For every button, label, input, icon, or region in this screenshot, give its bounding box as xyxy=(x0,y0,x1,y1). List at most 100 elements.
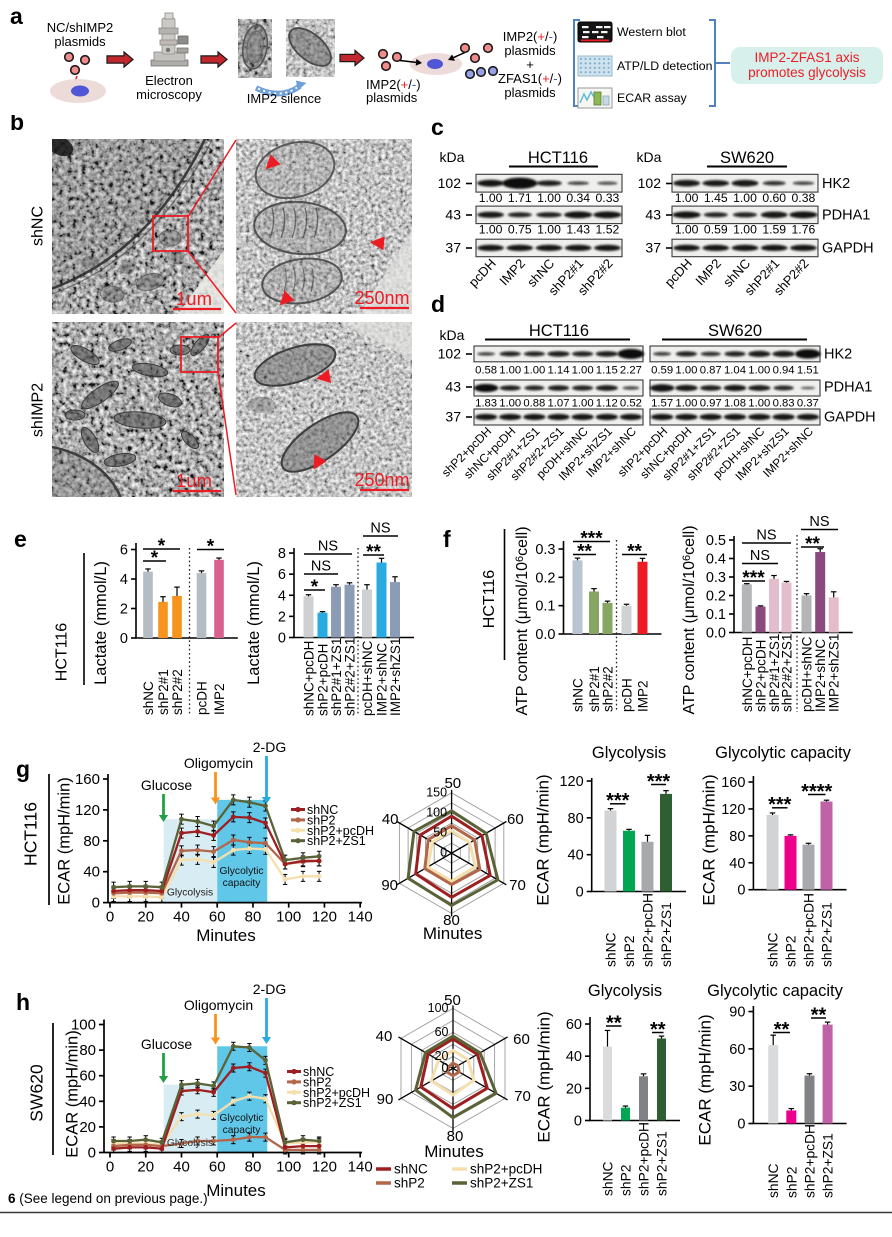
svg-text:0.1: 0.1 xyxy=(706,607,726,623)
svg-text:0.94: 0.94 xyxy=(773,365,795,377)
svg-text:Glycolysis: Glycolysis xyxy=(167,888,213,899)
svg-text:140: 140 xyxy=(348,909,373,926)
svg-text:shP2+ZS1: shP2+ZS1 xyxy=(821,1133,836,1198)
svg-text:100: 100 xyxy=(428,1001,449,1015)
svg-text:shP2: shP2 xyxy=(303,1075,332,1089)
svg-text:1.00: 1.00 xyxy=(748,365,770,377)
svg-text:PDHA1: PDHA1 xyxy=(822,208,870,224)
svg-text:g: g xyxy=(16,756,30,782)
svg-text:shNC: shNC xyxy=(571,678,586,712)
svg-text:shP2+pcDH: shP2+pcDH xyxy=(637,1122,652,1196)
svg-text:100: 100 xyxy=(426,805,447,819)
svg-text:d: d xyxy=(431,291,445,317)
svg-text:shP2+pcDH: shP2+pcDH xyxy=(802,893,817,967)
svg-text:1.00: 1.00 xyxy=(675,365,697,377)
svg-text:shP2+ZS1: shP2+ZS1 xyxy=(303,1096,362,1110)
svg-text:0: 0 xyxy=(106,909,114,926)
svg-text:ATP content (μmol/106cell): ATP content (μmol/106cell) xyxy=(681,525,698,714)
svg-text:80: 80 xyxy=(443,912,460,929)
svg-text:0.5: 0.5 xyxy=(706,533,726,549)
svg-text:20: 20 xyxy=(435,1049,449,1063)
svg-text:60: 60 xyxy=(513,1031,530,1048)
svg-text:HCT116: HCT116 xyxy=(54,623,71,681)
svg-text:**: ** xyxy=(627,542,642,563)
svg-text:Electron: Electron xyxy=(145,73,193,88)
svg-text:0.33: 0.33 xyxy=(596,191,620,205)
svg-text:GAPDH: GAPDH xyxy=(824,410,876,426)
svg-text:**: ** xyxy=(577,542,592,563)
svg-text:ECAR (mpH/min): ECAR (mpH/min) xyxy=(696,1014,715,1145)
svg-text:40: 40 xyxy=(376,1028,393,1045)
svg-text:0.34: 0.34 xyxy=(566,191,590,205)
svg-text:37: 37 xyxy=(445,409,461,425)
svg-text:**: ** xyxy=(774,1019,790,1041)
svg-text:IMP2(+/-): IMP2(+/-) xyxy=(366,77,421,92)
svg-text:1.00: 1.00 xyxy=(537,191,561,205)
svg-text:80: 80 xyxy=(729,829,745,845)
svg-text:Glycolytic capacity: Glycolytic capacity xyxy=(707,982,843,1000)
svg-text:0: 0 xyxy=(737,1117,745,1133)
svg-text:shP2+pcDH: shP2+pcDH xyxy=(303,1086,370,1100)
svg-text:shP2+pcDH: shP2+pcDH xyxy=(470,1162,542,1177)
svg-text:shNC: shNC xyxy=(766,1163,781,1198)
svg-text:80: 80 xyxy=(245,1159,262,1176)
svg-text:102: 102 xyxy=(438,346,462,362)
svg-text:**: ** xyxy=(606,1012,622,1034)
svg-text:shP2#2: shP2#2 xyxy=(170,669,185,715)
svg-text:Glycolysis: Glycolysis xyxy=(592,744,666,762)
svg-text:2.27: 2.27 xyxy=(620,365,642,377)
svg-text:37: 37 xyxy=(445,240,461,256)
svg-text:150: 150 xyxy=(426,785,447,799)
svg-text:****: **** xyxy=(801,781,832,803)
svg-text:1.00: 1.00 xyxy=(675,223,699,237)
svg-text:1.59: 1.59 xyxy=(762,223,786,237)
svg-text:shNC+pcDH: shNC+pcDH xyxy=(302,641,317,716)
svg-text:f: f xyxy=(443,526,451,552)
svg-text:IMP2: IMP2 xyxy=(692,256,724,288)
svg-text:pcDH+shNC: pcDH+shNC xyxy=(800,636,815,712)
svg-text:shP2: shP2 xyxy=(784,1167,799,1198)
svg-text:Glycolytic: Glycolytic xyxy=(219,866,263,877)
svg-text:1.52: 1.52 xyxy=(596,223,620,237)
svg-text:102: 102 xyxy=(438,175,462,191)
svg-text:shP2: shP2 xyxy=(622,936,637,967)
svg-text:**: ** xyxy=(811,1004,827,1026)
svg-text:HCT116: HCT116 xyxy=(528,149,588,167)
svg-text:Lactate (mmol/L): Lactate (mmol/L) xyxy=(245,561,263,685)
svg-text:0.87: 0.87 xyxy=(700,365,722,377)
svg-text:60: 60 xyxy=(209,1159,226,1176)
svg-text:1.00: 1.00 xyxy=(499,398,521,410)
svg-text:Minutes: Minutes xyxy=(423,924,483,943)
svg-text:1.07: 1.07 xyxy=(548,398,570,410)
svg-text:IMP2+shNC: IMP2+shNC xyxy=(375,643,390,716)
svg-text:1.45: 1.45 xyxy=(704,191,728,205)
svg-text:kDa: kDa xyxy=(440,327,465,343)
svg-text:plasmids: plasmids xyxy=(504,43,556,58)
svg-text:ZFAS1(+/-): ZFAS1(+/-) xyxy=(498,71,562,86)
svg-text:pcDH: pcDH xyxy=(620,678,635,712)
svg-text:capacity: capacity xyxy=(223,878,262,889)
svg-text:120: 120 xyxy=(559,774,583,790)
svg-text:pcDH: pcDH xyxy=(466,256,499,290)
svg-text:0.2: 0.2 xyxy=(535,570,555,586)
svg-text:shP2#2: shP2#2 xyxy=(601,666,616,712)
svg-text:60: 60 xyxy=(435,1025,449,1039)
svg-text:1.00: 1.00 xyxy=(675,398,697,410)
svg-text:50: 50 xyxy=(433,826,447,840)
svg-text:0.4: 0.4 xyxy=(706,552,726,568)
svg-text:90: 90 xyxy=(729,1005,745,1021)
svg-text:PDHA1: PDHA1 xyxy=(824,380,872,396)
svg-text:0.59: 0.59 xyxy=(651,365,673,377)
svg-text:a: a xyxy=(10,3,23,29)
svg-text:1.12: 1.12 xyxy=(596,398,618,410)
svg-text:80: 80 xyxy=(245,909,262,926)
svg-text:0: 0 xyxy=(576,885,584,901)
svg-text:20: 20 xyxy=(79,1119,96,1136)
svg-text:Minutes: Minutes xyxy=(424,1142,484,1161)
svg-text:40: 40 xyxy=(382,811,399,828)
svg-text:***: *** xyxy=(768,794,792,816)
svg-text:40: 40 xyxy=(173,1159,190,1176)
svg-text:shNC: shNC xyxy=(307,803,338,817)
svg-text:NS: NS xyxy=(370,521,390,537)
svg-text:**: ** xyxy=(366,542,381,563)
